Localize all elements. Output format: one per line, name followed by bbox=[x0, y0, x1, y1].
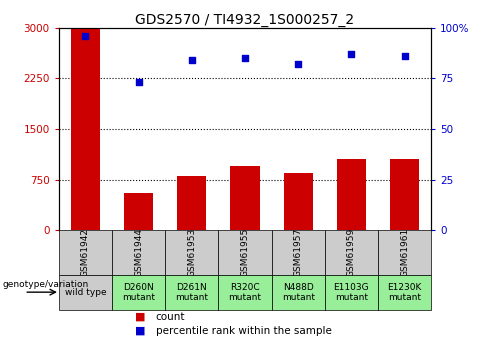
Text: D260N
mutant: D260N mutant bbox=[122, 283, 155, 302]
Text: percentile rank within the sample: percentile rank within the sample bbox=[156, 326, 332, 336]
Text: N488D
mutant: N488D mutant bbox=[282, 283, 315, 302]
Bar bbox=[390, 159, 419, 230]
Point bbox=[401, 53, 409, 59]
Bar bbox=[219, 230, 271, 275]
Text: genotype/variation: genotype/variation bbox=[2, 280, 89, 289]
Point bbox=[81, 33, 89, 39]
Text: GSM61961: GSM61961 bbox=[400, 228, 409, 277]
Bar bbox=[325, 230, 378, 275]
Bar bbox=[59, 275, 112, 309]
Point bbox=[135, 80, 143, 85]
Text: GSM61944: GSM61944 bbox=[134, 228, 143, 277]
Text: count: count bbox=[156, 312, 185, 322]
Title: GDS2570 / TI4932_1S000257_2: GDS2570 / TI4932_1S000257_2 bbox=[135, 12, 355, 27]
Bar bbox=[284, 173, 313, 230]
Point bbox=[188, 57, 196, 63]
Bar bbox=[337, 159, 366, 230]
Text: GSM61953: GSM61953 bbox=[187, 228, 196, 277]
Bar bbox=[271, 230, 325, 275]
Text: E1103G
mutant: E1103G mutant bbox=[334, 283, 369, 302]
Text: GSM61959: GSM61959 bbox=[347, 228, 356, 277]
Text: GSM61942: GSM61942 bbox=[81, 228, 90, 277]
Bar bbox=[59, 230, 112, 275]
Bar bbox=[230, 166, 260, 230]
Text: ■: ■ bbox=[135, 312, 146, 322]
Bar bbox=[112, 275, 165, 309]
Point bbox=[294, 61, 302, 67]
Bar bbox=[165, 275, 219, 309]
Bar bbox=[271, 275, 325, 309]
Bar bbox=[165, 230, 219, 275]
Text: wild type: wild type bbox=[65, 288, 106, 297]
Text: GSM61955: GSM61955 bbox=[241, 228, 249, 277]
Bar bbox=[112, 230, 165, 275]
Bar bbox=[177, 176, 206, 230]
Bar bbox=[219, 275, 271, 309]
Bar bbox=[71, 28, 100, 230]
Text: D261N
mutant: D261N mutant bbox=[175, 283, 208, 302]
Text: ■: ■ bbox=[135, 326, 146, 336]
Text: GSM61957: GSM61957 bbox=[294, 228, 303, 277]
Text: R320C
mutant: R320C mutant bbox=[228, 283, 262, 302]
Bar bbox=[124, 193, 153, 230]
Text: E1230K
mutant: E1230K mutant bbox=[388, 283, 422, 302]
Bar bbox=[378, 275, 431, 309]
Point bbox=[241, 55, 249, 61]
Bar bbox=[325, 275, 378, 309]
Bar bbox=[378, 230, 431, 275]
Point bbox=[347, 51, 355, 57]
